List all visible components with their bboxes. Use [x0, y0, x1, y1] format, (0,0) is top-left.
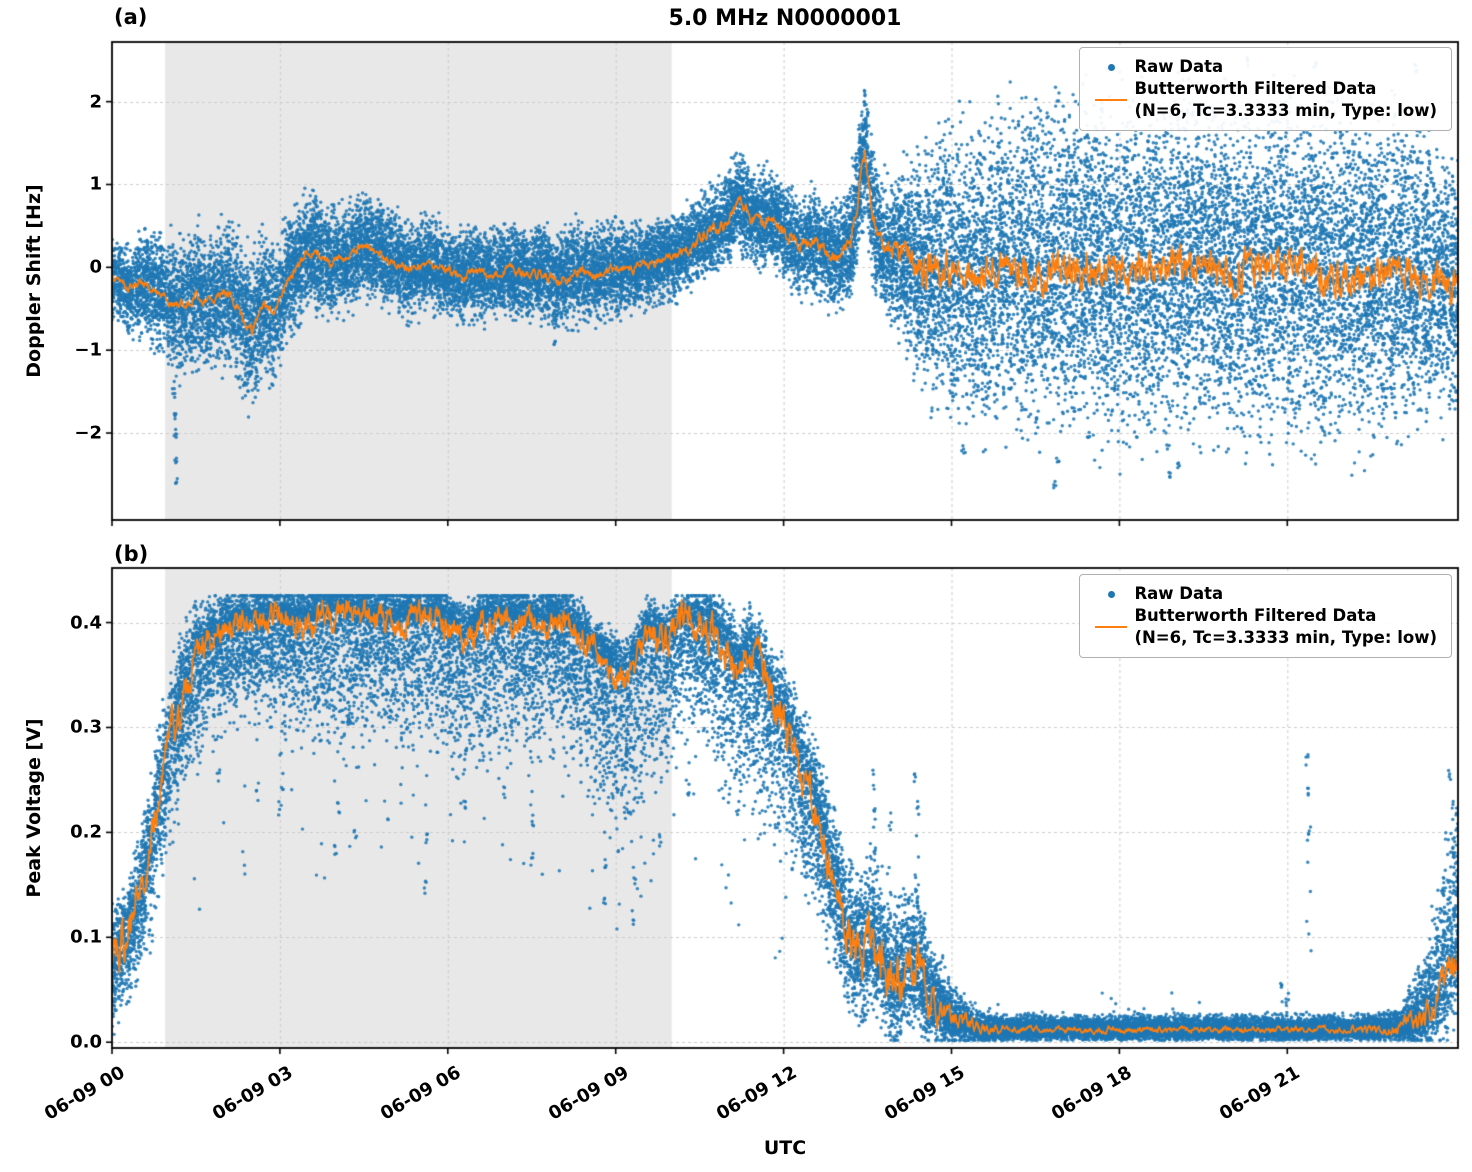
y-tick-label: 1: [89, 173, 102, 195]
legend-raw-data-label: Raw Data: [1134, 57, 1224, 76]
legend-filtered-params: (N=6, Tc=3.3333 min, Type: low): [1134, 628, 1437, 647]
legend-raw-data-entry: Raw Data: [1088, 583, 1437, 605]
y-tick-label: 0: [89, 256, 102, 278]
legend-raw-data-entry: Raw Data: [1088, 56, 1437, 78]
legend-filtered-entry: Butterworth Filtered Data (N=6, Tc=3.333…: [1088, 605, 1437, 649]
y-tick-label: 0.1: [70, 926, 102, 948]
y-tick-label: 0.2: [70, 821, 102, 843]
y-axis-label-doppler: Doppler Shift [Hz]: [23, 184, 45, 378]
panel-b-label: (b): [114, 542, 149, 566]
legend-raw-data-label: Raw Data: [1134, 584, 1224, 603]
legend-panel-b: Raw Data Butterworth Filtered Data (N=6,…: [1079, 574, 1452, 658]
x-axis-label: UTC: [763, 1137, 807, 1159]
legend-filtered-params: (N=6, Tc=3.3333 min, Type: low): [1134, 101, 1437, 120]
y-tick-label: 0.4: [70, 612, 102, 634]
legend-filtered-label: Butterworth Filtered Data: [1134, 79, 1377, 98]
filtered-line-icon: [1088, 626, 1134, 628]
legend-filtered-label: Butterworth Filtered Data: [1134, 606, 1377, 625]
y-tick-label: 0.3: [70, 716, 102, 738]
y-tick-label: 0.0: [70, 1031, 102, 1053]
raw-data-marker-icon: [1088, 590, 1134, 598]
legend-filtered-text: Butterworth Filtered Data (N=6, Tc=3.333…: [1134, 605, 1437, 649]
legend-filtered-entry: Butterworth Filtered Data (N=6, Tc=3.333…: [1088, 78, 1437, 122]
panel-a-label: (a): [114, 5, 148, 29]
raw-data-marker-icon: [1088, 63, 1134, 71]
y-axis-label-voltage: Peak Voltage [V]: [23, 718, 45, 898]
filtered-line-icon: [1088, 99, 1134, 101]
figure-title: 5.0 MHz N0000001: [668, 6, 902, 31]
y-tick-label: −1: [74, 339, 102, 361]
legend-panel-a: Raw Data Butterworth Filtered Data (N=6,…: [1079, 47, 1452, 131]
legend-filtered-text: Butterworth Filtered Data (N=6, Tc=3.333…: [1134, 78, 1437, 122]
y-tick-label: 2: [89, 91, 102, 113]
y-tick-label: −2: [74, 422, 102, 444]
